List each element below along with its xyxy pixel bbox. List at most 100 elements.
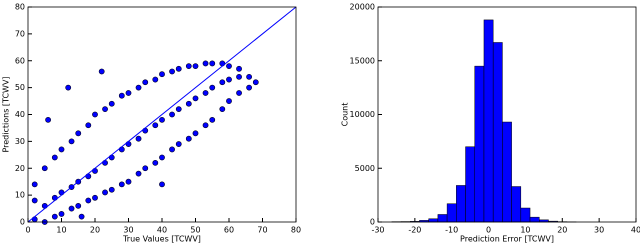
y-tick-label: 0 — [20, 218, 25, 227]
point — [99, 69, 104, 74]
bar — [429, 219, 438, 222]
bar — [475, 66, 484, 222]
point — [119, 93, 124, 98]
point — [186, 101, 191, 106]
point — [92, 112, 97, 117]
y-tick-label: 50 — [15, 83, 25, 92]
bar — [521, 208, 530, 222]
point — [220, 107, 225, 112]
point — [102, 107, 107, 112]
x-tick-label: -10 — [445, 226, 458, 235]
point — [136, 85, 141, 90]
x-tick-label: 40 — [157, 226, 167, 235]
point — [159, 155, 164, 160]
point — [66, 85, 71, 90]
x-tick-label: 40 — [631, 226, 640, 235]
point — [52, 155, 57, 160]
point — [42, 166, 47, 171]
y-tick-label: 10000 — [350, 110, 375, 119]
point — [143, 166, 148, 171]
point — [109, 101, 114, 106]
point — [193, 96, 198, 101]
bar — [484, 20, 493, 222]
point — [193, 64, 198, 69]
point — [226, 77, 231, 82]
point — [210, 117, 215, 122]
point — [236, 66, 241, 71]
x-tick-label: 30 — [594, 226, 604, 235]
x-tick-label: 60 — [224, 226, 234, 235]
point — [32, 198, 37, 203]
y-tick-label: 10 — [15, 191, 25, 200]
point — [186, 136, 191, 141]
point — [176, 107, 181, 112]
point — [52, 214, 57, 219]
point — [143, 80, 148, 85]
point — [203, 123, 208, 128]
point — [203, 90, 208, 95]
point — [226, 64, 231, 69]
y-tick-label: 20 — [15, 164, 25, 173]
point — [46, 117, 51, 122]
point — [32, 182, 37, 187]
x-tick-label: 0 — [486, 226, 491, 235]
point — [176, 66, 181, 71]
x-tick-label: 20 — [90, 226, 100, 235]
y-tick-label: 5000 — [355, 164, 375, 173]
point — [69, 206, 74, 211]
point — [236, 90, 241, 95]
x-axis-label: True Values [TCWV] — [122, 235, 201, 244]
point — [159, 72, 164, 77]
x-tick-label: 80 — [291, 226, 301, 235]
bar — [447, 204, 456, 222]
point — [226, 98, 231, 103]
bar — [512, 187, 521, 222]
point — [169, 69, 174, 74]
point — [86, 123, 91, 128]
x-tick-label: 70 — [257, 226, 267, 235]
x-tick-label: -20 — [408, 226, 421, 235]
point — [236, 74, 241, 79]
x-tick-label: 20 — [557, 226, 567, 235]
point — [247, 74, 252, 79]
point — [79, 214, 84, 219]
x-tick-label: -30 — [371, 226, 384, 235]
point — [86, 198, 91, 203]
y-tick-label: 70 — [15, 29, 25, 38]
point — [136, 136, 141, 141]
point — [76, 203, 81, 208]
y-axis-label: Count — [341, 103, 350, 127]
x-axis-label: Prediction Error [TCWV] — [460, 235, 554, 244]
point — [76, 131, 81, 136]
bar — [502, 122, 511, 222]
point — [159, 182, 164, 187]
point — [69, 139, 74, 144]
bar — [456, 185, 465, 222]
point — [193, 131, 198, 136]
point — [109, 187, 114, 192]
y-tick-label: 15000 — [350, 56, 375, 65]
point — [126, 90, 131, 95]
bar — [530, 217, 539, 222]
x-tick-label: 10 — [56, 226, 66, 235]
point — [203, 61, 208, 66]
point — [186, 64, 191, 69]
bar — [438, 214, 447, 222]
y-tick-label: 60 — [15, 56, 25, 65]
point — [220, 80, 225, 85]
point — [59, 147, 64, 152]
y-tick-label: 30 — [15, 137, 25, 146]
point — [126, 179, 131, 184]
y-tick-label: 20000 — [350, 3, 375, 12]
point — [253, 80, 258, 85]
point — [59, 211, 64, 216]
point — [210, 85, 215, 90]
point — [153, 77, 158, 82]
bar — [466, 147, 475, 222]
point — [153, 160, 158, 165]
y-axis-label: Predictions [TCWV] — [2, 76, 11, 152]
point — [159, 117, 164, 122]
point — [247, 85, 252, 90]
y-tick-label: 0 — [370, 218, 375, 227]
